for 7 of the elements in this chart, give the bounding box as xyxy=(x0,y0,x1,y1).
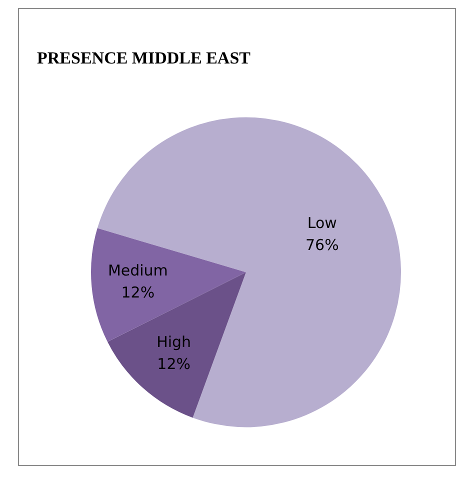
data-label: 12% xyxy=(157,355,190,374)
chart-title: PRESENCE MIDDLE EAST xyxy=(37,48,252,68)
data-label: 76% xyxy=(305,236,339,254)
slice-label: Low xyxy=(307,214,337,232)
slice-label: High xyxy=(156,333,192,352)
slice-label: Medium xyxy=(108,262,168,280)
data-label: 12% xyxy=(121,284,155,302)
